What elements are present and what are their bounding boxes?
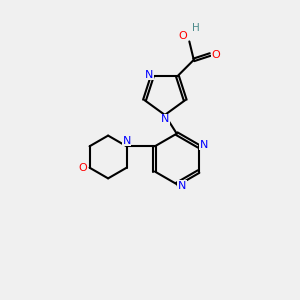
Text: H: H — [192, 23, 200, 33]
Text: O: O — [178, 31, 187, 41]
Text: O: O — [211, 50, 220, 59]
Text: N: N — [122, 136, 131, 146]
Text: N: N — [161, 114, 169, 124]
Text: O: O — [79, 163, 87, 173]
Text: N: N — [145, 70, 154, 80]
Text: N: N — [200, 140, 208, 150]
Text: N: N — [178, 181, 186, 191]
